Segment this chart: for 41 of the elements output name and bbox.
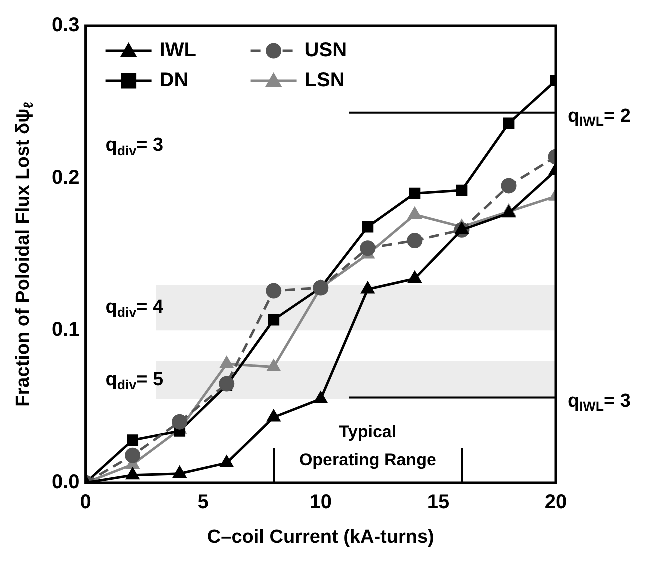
point	[267, 359, 281, 372]
x-tick-label: 15	[427, 492, 450, 514]
point	[502, 206, 516, 218]
point	[126, 468, 140, 480]
point	[220, 455, 234, 468]
point	[172, 414, 188, 430]
y-tick-label: 0.1	[52, 319, 80, 342]
legend-label: IWL	[160, 40, 196, 62]
x-tick-label: 5	[198, 492, 209, 514]
point	[267, 410, 281, 422]
x-axis-title: C–coil Current (kA-turns)	[207, 527, 434, 548]
point	[268, 314, 280, 326]
x-tick-label: 10	[310, 492, 332, 514]
y-axis-title: Fraction of Poloidal Flux Lost δψℓ	[13, 102, 36, 407]
legend-label: USN	[304, 40, 348, 62]
point	[409, 188, 421, 200]
y-tick-label: 0.2	[52, 166, 80, 189]
point	[266, 283, 282, 299]
point	[314, 391, 328, 404]
x-tick-label: 0	[80, 492, 92, 514]
point	[362, 221, 374, 233]
point	[408, 271, 422, 284]
y-tick-label: 0.0	[52, 472, 80, 494]
x-tick-label: 20	[544, 492, 568, 514]
point	[407, 233, 423, 249]
point	[408, 207, 422, 220]
point	[503, 118, 515, 130]
point	[455, 222, 469, 234]
point	[360, 240, 376, 256]
point	[125, 448, 141, 464]
point	[127, 434, 139, 446]
point	[501, 178, 517, 194]
y-tick-label: 0.3	[52, 14, 80, 37]
legend-label: LSN	[304, 70, 345, 92]
legend-label: DN	[160, 70, 189, 92]
point	[219, 376, 235, 392]
point	[220, 356, 234, 368]
point	[361, 282, 375, 294]
point	[173, 466, 187, 478]
point	[456, 184, 468, 196]
annotation: Typical Operating Range	[299, 422, 436, 470]
